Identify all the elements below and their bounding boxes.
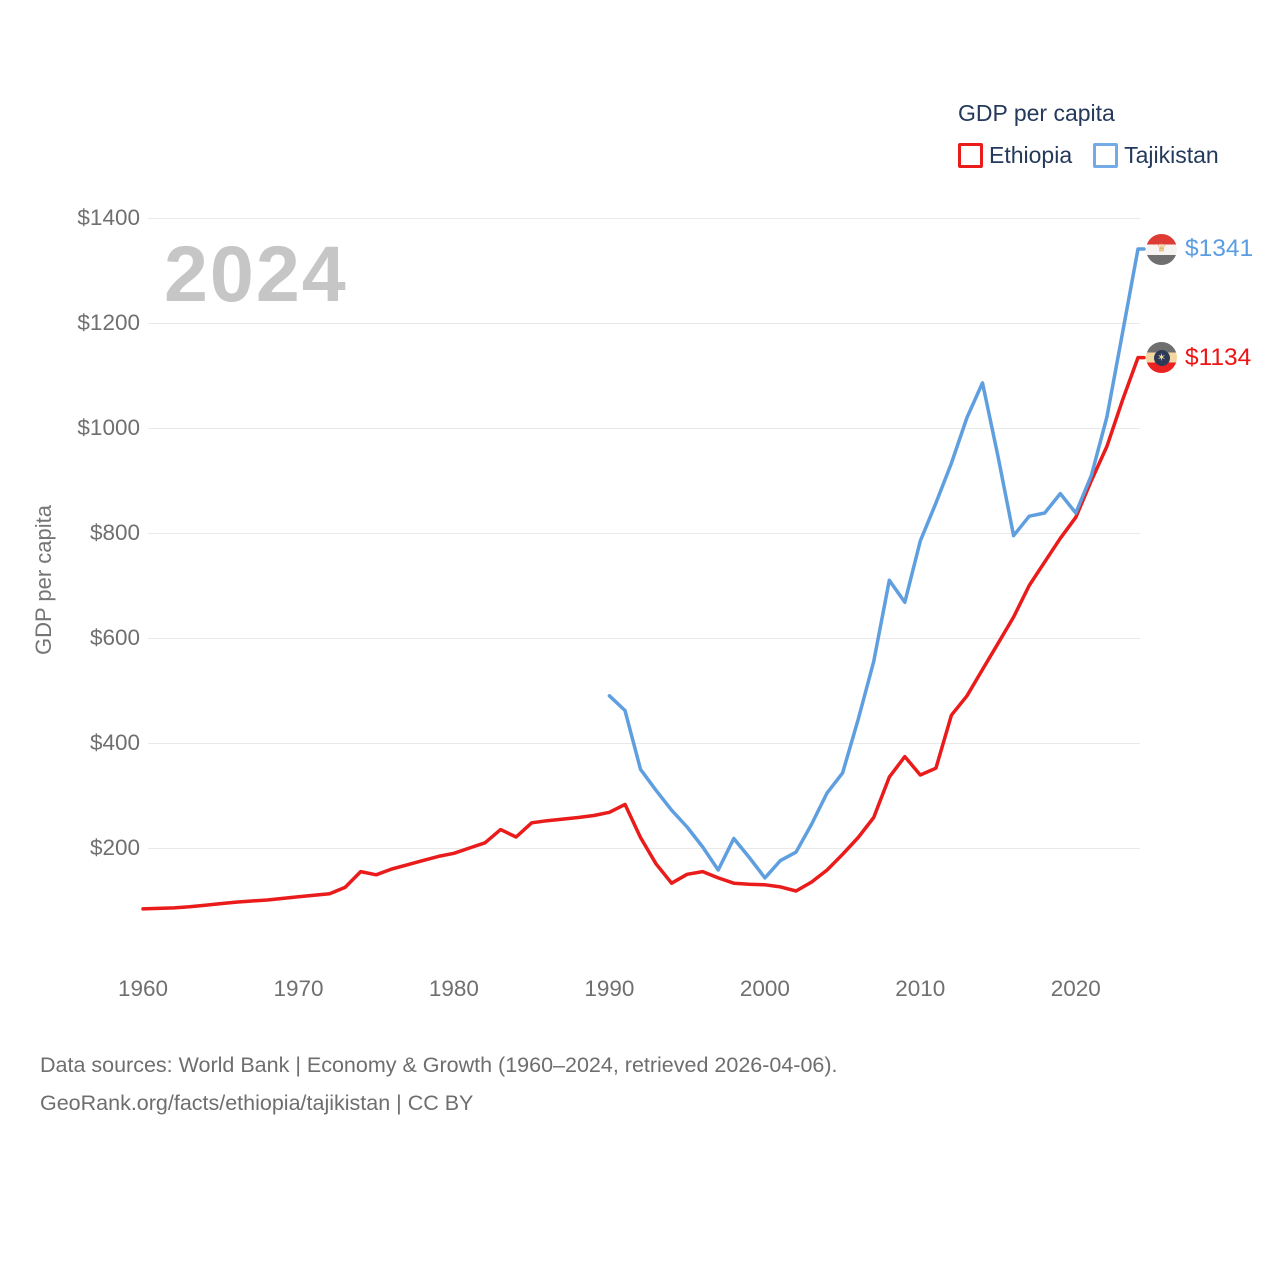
x-tick-label: 2020 [1050,976,1101,1001]
x-tick-label: 1990 [584,976,635,1001]
y-tick-label: $200 [89,835,140,860]
legend-title: GDP per capita [958,100,1115,126]
x-tick-label: 2010 [895,976,946,1001]
legend-items: Ethiopia Tajikistan [958,142,1219,169]
tajikistan-line [607,247,1146,880]
y-tick-label: $1000 [77,415,140,440]
gridline [148,638,1140,639]
x-tick-label: 1980 [428,976,479,1001]
y-tick-label: $1400 [77,205,140,230]
legend: GDP per capita Ethiopia Tajikistan [958,100,1219,169]
gridline [148,533,1140,534]
tajikistan-flag-icon [1146,233,1177,265]
x-tick-label: 2000 [739,976,790,1001]
ethiopia-end-label: ✶ $1134 [1146,342,1252,374]
legend-item-ethiopia[interactable]: Ethiopia [958,142,1072,169]
data-sources-line: Data sources: World Bank | Economy & Gro… [40,1053,838,1077]
legend-label-tajikistan: Tajikistan [1124,142,1219,168]
x-tick-label: 1970 [273,976,324,1001]
y-tick-label: $600 [89,625,140,650]
tajikistan-series-swatch [1093,143,1119,168]
gridline [148,848,1140,849]
ethiopia-series-swatch [958,143,983,168]
y-tick-label: $1200 [77,310,140,335]
ethiopia-line [141,355,1146,911]
y-tick-label: $800 [89,520,140,545]
tajikistan-end-label: $1341 [1146,233,1254,265]
legend-item-tajikistan[interactable]: Tajikistan [1093,142,1219,169]
ethiopia-end-value: $1134 [1185,343,1252,371]
gridline [148,743,1140,744]
legend-label-ethiopia: Ethiopia [989,142,1073,168]
year-watermark: 2024 [164,229,348,318]
ethiopia-flag-icon: ✶ [1146,342,1177,374]
gridline [148,323,1140,324]
source-attribution: Data sources: World Bank | Economy & Gro… [40,1046,838,1122]
ethiopia-flag-star: ✶ [1153,349,1170,366]
gridline [148,218,1140,219]
georank-link-line[interactable]: GeoRank.org/facts/ethiopia/tajikistan | … [40,1091,474,1115]
x-tick-label: 1960 [117,976,169,1001]
y-tick-label: $400 [89,730,140,755]
tajikistan-end-value: $1341 [1185,235,1254,262]
gridline [148,428,1140,429]
